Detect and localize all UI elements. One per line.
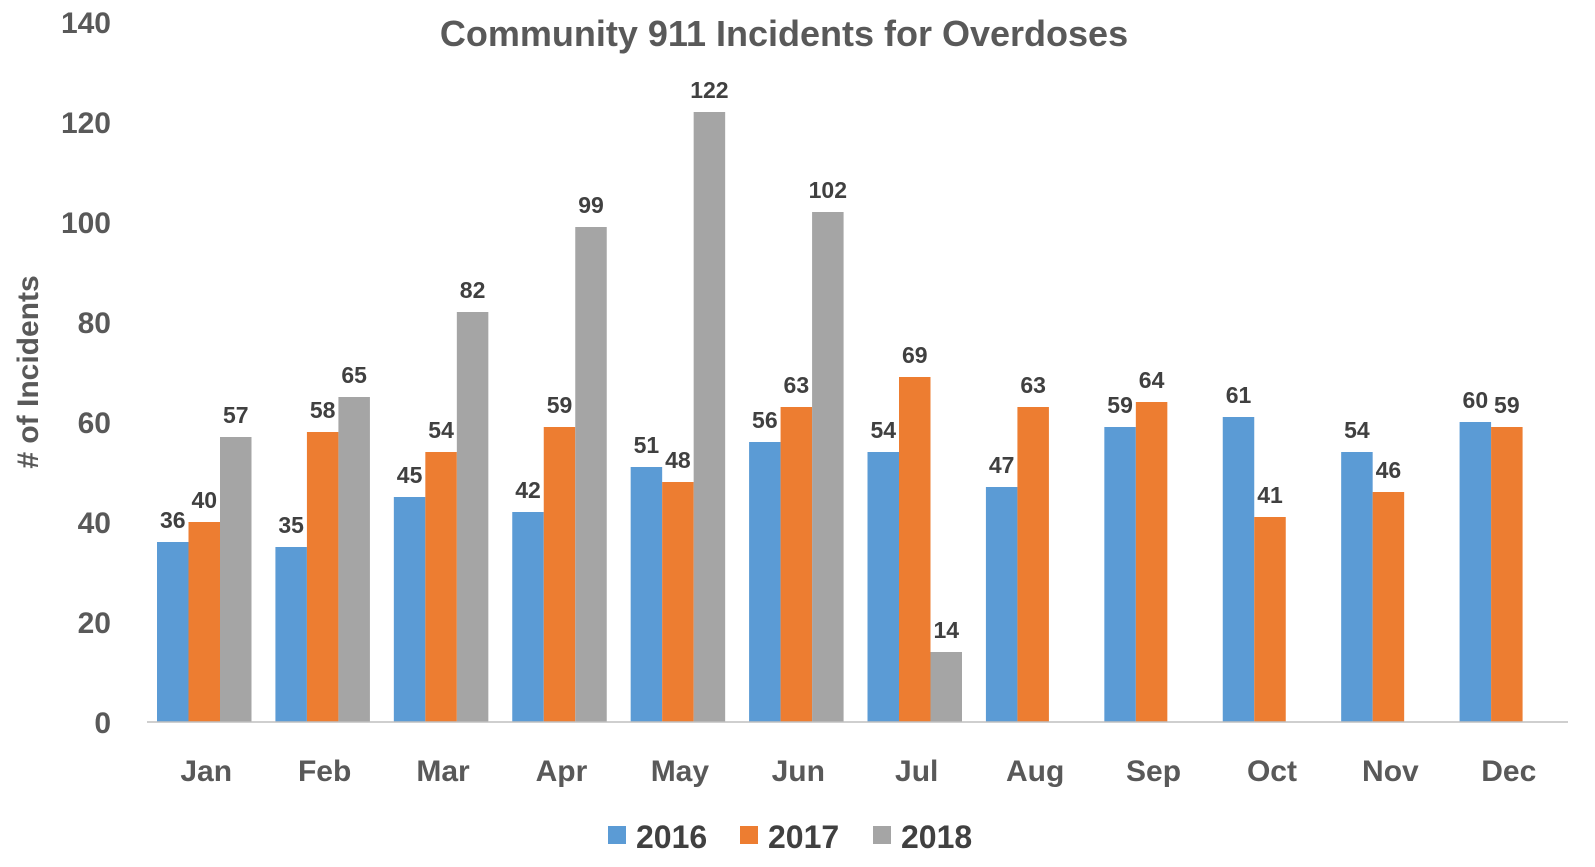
data-label-2016-aug: 47 xyxy=(989,452,1015,478)
x-tick-label-may: May xyxy=(651,755,710,788)
data-label-2018-apr: 99 xyxy=(578,192,604,218)
bar-2018-may xyxy=(693,112,726,722)
bar-2017-oct xyxy=(1254,517,1286,722)
x-tick-label-feb: Feb xyxy=(298,755,351,788)
bar-2016-jul xyxy=(867,452,899,722)
bar-2017-apr xyxy=(543,427,576,722)
bar-2017-nov xyxy=(1372,492,1405,722)
bar-2016-apr xyxy=(512,512,544,722)
data-label-2016-apr: 42 xyxy=(515,477,541,503)
y-tick-label: 100 xyxy=(61,207,111,240)
data-labels: 3640573558654554824259995148122566310254… xyxy=(160,77,1520,643)
bar-2017-jul xyxy=(899,377,931,722)
bar-2016-feb xyxy=(275,547,307,722)
x-tick-label-jan: Jan xyxy=(180,755,232,788)
bar-2017-sep xyxy=(1135,402,1168,722)
data-label-2016-jul: 54 xyxy=(870,417,896,443)
data-label-2016-feb: 35 xyxy=(278,512,304,538)
y-tick-label: 140 xyxy=(61,7,111,40)
bar-2018-apr xyxy=(575,227,607,722)
bar-2016-jan xyxy=(157,542,189,722)
bar-2017-jan xyxy=(188,522,220,722)
x-tick-label-sep: Sep xyxy=(1126,755,1181,788)
data-label-2016-mar: 45 xyxy=(397,462,423,488)
legend-swatch-2017 xyxy=(740,826,758,844)
legend: 2016 2017 2018 xyxy=(608,819,972,855)
bar-2016-aug xyxy=(985,487,1018,722)
y-tick-label: 60 xyxy=(78,407,111,440)
bars xyxy=(157,112,1523,722)
data-label-2018-mar: 82 xyxy=(460,277,486,303)
bar-2017-dec xyxy=(1491,427,1523,722)
data-label-2016-oct: 61 xyxy=(1226,382,1252,408)
legend-swatch-2018 xyxy=(873,826,891,844)
data-label-2016-dec: 60 xyxy=(1463,387,1489,413)
data-label-2016-nov: 54 xyxy=(1344,417,1370,443)
bar-2018-mar xyxy=(456,312,489,722)
bar-2017-jun xyxy=(780,407,813,722)
bar-2017-may xyxy=(662,482,694,722)
x-tick-label-dec: Dec xyxy=(1481,755,1536,788)
bar-2017-feb xyxy=(306,432,339,722)
x-axis-ticks: Jan Feb Mar Apr May Jun Jul Aug Sep Oct Nov Dec xyxy=(180,755,1536,788)
data-label-2017-feb: 58 xyxy=(310,397,336,423)
bar-2016-sep xyxy=(1104,427,1136,722)
chart-title: Community 911 Incidents for Overdoses xyxy=(440,13,1128,54)
data-label-2018-jun: 102 xyxy=(809,177,847,203)
legend-swatch-2016 xyxy=(608,826,626,844)
x-tick-label-nov: Nov xyxy=(1362,755,1419,788)
data-label-2017-jan: 40 xyxy=(191,487,217,513)
data-label-2016-may: 51 xyxy=(634,432,660,458)
bar-2016-jun xyxy=(749,442,781,722)
data-label-2018-feb: 65 xyxy=(341,362,367,388)
data-label-2017-oct: 41 xyxy=(1257,482,1283,508)
bar-2016-mar xyxy=(393,497,426,722)
bar-2017-aug xyxy=(1017,407,1049,722)
data-label-2016-sep: 59 xyxy=(1107,392,1133,418)
data-label-2017-dec: 59 xyxy=(1494,392,1520,418)
bar-2018-jun xyxy=(812,212,844,722)
legend-label-2017: 2017 xyxy=(768,819,839,855)
x-tick-label-jun: Jun xyxy=(772,755,825,788)
x-tick-label-aug: Aug xyxy=(1006,755,1064,788)
data-label-2017-mar: 54 xyxy=(428,417,454,443)
y-tick-label: 0 xyxy=(94,707,111,740)
bar-2016-oct xyxy=(1222,417,1255,722)
data-label-2017-nov: 46 xyxy=(1376,457,1402,483)
bar-2016-dec xyxy=(1459,422,1492,722)
data-label-2016-jan: 36 xyxy=(160,507,186,533)
x-tick-label-mar: Mar xyxy=(416,755,470,788)
bar-2017-mar xyxy=(425,452,457,722)
y-tick-label: 20 xyxy=(78,607,111,640)
bar-2018-feb xyxy=(338,397,370,722)
bar-2018-jan xyxy=(220,437,252,722)
data-label-2017-jul: 69 xyxy=(902,342,928,368)
y-tick-label: 40 xyxy=(78,507,111,540)
y-axis-ticks: 0 20 40 60 80 100 120 140 xyxy=(61,7,111,740)
y-axis-label: # of Incidents xyxy=(12,275,45,468)
data-label-2018-jan: 57 xyxy=(223,402,249,428)
bar-2016-may xyxy=(630,467,663,722)
data-label-2018-jul: 14 xyxy=(933,617,959,643)
x-tick-label-oct: Oct xyxy=(1247,755,1297,788)
y-tick-label: 80 xyxy=(78,307,111,340)
legend-label-2016: 2016 xyxy=(636,819,707,855)
data-label-2018-may: 122 xyxy=(690,77,728,103)
data-label-2017-aug: 63 xyxy=(1020,372,1046,398)
x-tick-label-jul: Jul xyxy=(895,755,938,788)
y-tick-label: 120 xyxy=(61,107,111,140)
data-label-2016-jun: 56 xyxy=(752,407,778,433)
data-label-2017-jun: 63 xyxy=(784,372,810,398)
data-label-2017-apr: 59 xyxy=(547,392,573,418)
x-tick-label-apr: Apr xyxy=(536,755,588,788)
bar-2016-nov xyxy=(1341,452,1373,722)
legend-label-2018: 2018 xyxy=(901,819,972,855)
bar-2018-jul xyxy=(930,652,962,722)
data-label-2017-may: 48 xyxy=(665,447,691,473)
data-label-2017-sep: 64 xyxy=(1139,367,1165,393)
